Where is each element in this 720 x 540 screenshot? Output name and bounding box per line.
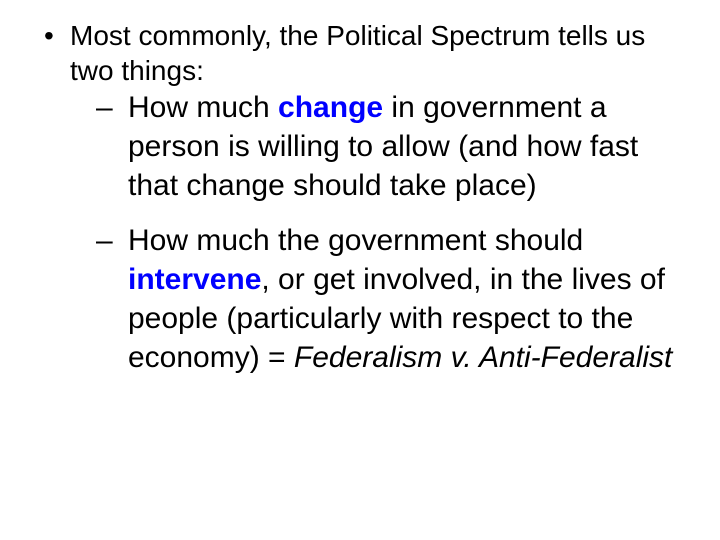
slide: Most commonly, the Political Spectrum te…	[0, 0, 720, 540]
sub-list: How much change in government a person i…	[70, 88, 684, 377]
sub2-keyword: intervene	[128, 263, 261, 296]
sub2-pre: How much the government should	[128, 224, 583, 257]
top-bullet-item: Most commonly, the Political Spectrum te…	[36, 18, 684, 377]
sub1-pre: How much	[128, 91, 278, 124]
sub2-italic: Federalism v. Anti-Federalist	[294, 341, 672, 374]
sub-item-2: How much the government should intervene…	[96, 221, 684, 377]
sub-item-1: How much change in government a person i…	[96, 88, 684, 205]
sub1-keyword: change	[278, 91, 383, 124]
top-list: Most commonly, the Political Spectrum te…	[36, 18, 684, 377]
top-bullet-text: Most commonly, the Political Spectrum te…	[70, 20, 645, 86]
